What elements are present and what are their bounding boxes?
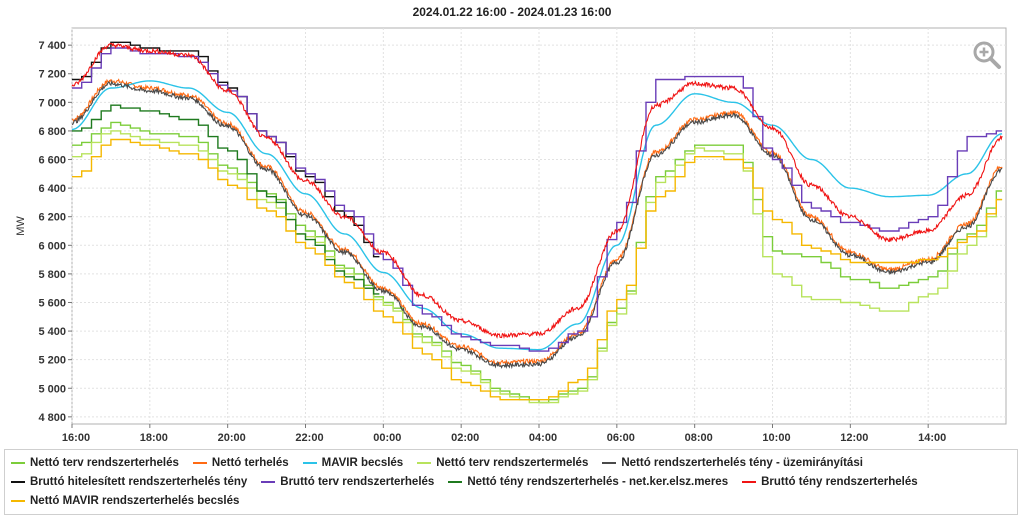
chart-svg: 4 800 5 000 5 200 5 400 5 600 5 800 6 000 6 200… <box>15 27 1007 444</box>
legend-item[interactable]: Nettó rendszerterhelés tény - üzemirányí… <box>602 453 863 472</box>
x-tick-label: 20:00 <box>218 432 246 444</box>
y-tick-label: 4 800 <box>38 412 66 424</box>
legend: Nettó terv rendszerterhelés Nettó terhelé… <box>4 449 1018 515</box>
x-tick-label: 16:00 <box>62 432 90 444</box>
legend-swatch <box>302 461 317 464</box>
legend-item[interactable]: Bruttó hitelesített rendszerterhelés tén… <box>11 472 247 491</box>
legend-label: MAVIR becslés <box>321 456 404 469</box>
legend-swatch <box>742 480 757 483</box>
legend-item[interactable]: Nettó terhelés <box>192 453 289 472</box>
x-tick-label: 00:00 <box>373 432 401 444</box>
series-line <box>71 42 1003 340</box>
zoom-in-icon[interactable] <box>972 40 1002 70</box>
legend-item[interactable]: MAVIR becslés <box>302 453 404 472</box>
legend-swatch <box>417 461 432 464</box>
legend-item[interactable]: Nettó terv rendszertermelés <box>417 453 588 472</box>
legend-swatch <box>602 461 617 464</box>
legend-label: Nettó terv rendszertermelés <box>436 456 589 469</box>
legend-label: Nettó MAVIR rendszerterhelés becslés <box>30 494 240 507</box>
y-tick-label: 6 800 <box>38 126 66 138</box>
legend-label: Nettó tény rendszerterhelés - net.ker.el… <box>467 475 729 488</box>
series-line <box>72 138 1003 401</box>
y-tick-label: 5 800 <box>38 269 66 281</box>
grid <box>71 27 1007 425</box>
axes: 4 800 5 000 5 200 5 400 5 600 5 800 6 000 6 200… <box>15 40 946 444</box>
y-tick-label: 6 200 <box>38 212 66 224</box>
series-line <box>72 121 1003 404</box>
legend-label: Bruttó hitelesített rendszerterhelés tén… <box>30 475 248 488</box>
y-tick-label: 7 200 <box>38 69 66 81</box>
series-line <box>72 104 380 295</box>
x-tick-label: 04:00 <box>529 432 557 444</box>
x-tick-label: 14:00 <box>918 432 946 444</box>
legend-swatch <box>448 480 463 483</box>
y-tick-label: 7 000 <box>38 97 66 109</box>
x-tick-label: 10:00 <box>762 432 790 444</box>
x-tick-label: 02:00 <box>451 432 479 444</box>
series-line <box>71 80 1003 351</box>
legend-swatch <box>192 461 207 464</box>
legend-item[interactable]: Nettó terv rendszerterhelés <box>11 453 179 472</box>
series-line <box>71 78 1003 366</box>
legend-swatch <box>11 461 25 464</box>
y-tick-label: 5 600 <box>38 297 66 309</box>
series-line <box>71 79 1003 370</box>
y-tick-label: 6 600 <box>38 155 66 167</box>
y-tick-label: 7 400 <box>38 40 66 52</box>
y-tick-label: 6 000 <box>38 240 66 252</box>
x-tick-label: 18:00 <box>140 432 168 444</box>
x-tick-label: 22:00 <box>295 432 323 444</box>
y-tick-label: 6 400 <box>38 183 66 195</box>
legend-item[interactable]: Bruttó tény rendszerterhelés <box>742 472 918 491</box>
legend-item[interactable]: Nettó MAVIR rendszerterhelés becslés <box>11 491 239 510</box>
y-tick-label: 5 000 <box>38 383 66 395</box>
legend-item[interactable]: Nettó tény rendszerterhelés - net.ker.el… <box>448 472 728 491</box>
x-tick-label: 08:00 <box>685 432 713 444</box>
series-layer <box>71 41 1003 404</box>
legend-label: Nettó terv rendszerterhelés <box>30 456 179 469</box>
legend-label: Nettó rendszerterhelés tény - üzemirányí… <box>621 456 863 469</box>
y-tick-label: 5 200 <box>38 355 66 367</box>
y-axis-label: MW <box>15 216 27 236</box>
chart-title: 2024.01.22 16:00 - 2024.01.23 16:00 <box>412 5 612 19</box>
legend-swatch <box>261 480 276 483</box>
legend-item[interactable]: Bruttó terv rendszerterhelés <box>261 472 434 491</box>
legend-label: Bruttó tény rendszerterhelés <box>761 475 918 488</box>
x-tick-label: 06:00 <box>607 432 635 444</box>
y-tick-label: 5 400 <box>38 326 66 338</box>
series-line <box>72 47 1003 352</box>
legend-swatch <box>11 480 25 483</box>
legend-label: Nettó terhelés <box>211 456 289 469</box>
legend-label: Bruttó terv rendszerterhelés <box>280 475 435 488</box>
x-tick-label: 12:00 <box>840 432 868 444</box>
legend-swatch <box>11 499 25 502</box>
